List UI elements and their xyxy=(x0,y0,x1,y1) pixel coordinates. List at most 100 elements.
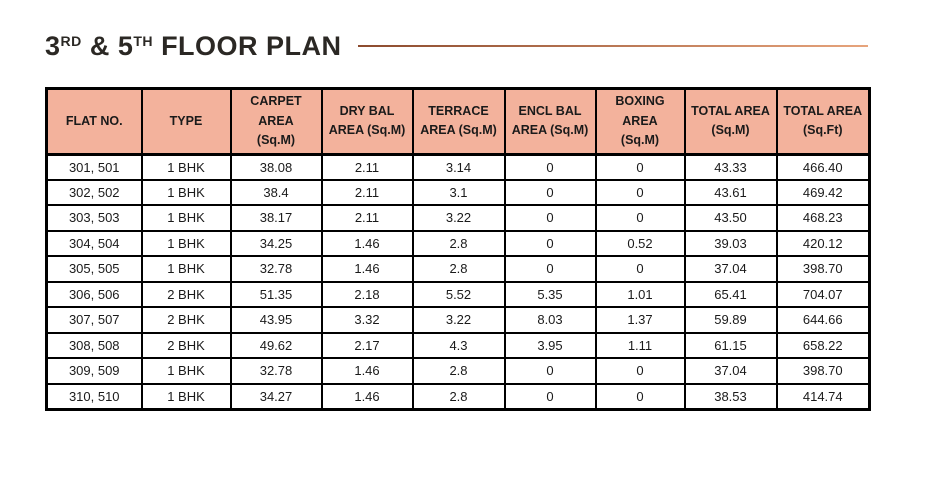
cell-r2-c6: 0 xyxy=(503,178,597,206)
header-row: FLAT NO. TYPE CARPET AREA (Sq.M) DRY BAL AREA… xyxy=(45,87,871,156)
column-header-line1: CARPET AREA xyxy=(250,94,302,128)
cell-r4-c1: 304, 504 xyxy=(45,229,143,257)
cell-r8-c6: 3.95 xyxy=(503,331,597,359)
column-header-line2: (Sq.Ft) xyxy=(802,123,843,138)
column-header-line2: (Sq.M) xyxy=(256,133,296,148)
cell-r4-c4: 1.46 xyxy=(320,229,414,257)
title-superscript-rd: RD xyxy=(60,33,82,50)
cell-r4-c9: 420.12 xyxy=(775,229,871,257)
cell-r1-c7: 0 xyxy=(594,153,686,181)
floor-plan-table: FLAT NO. TYPE CARPET AREA (Sq.M) DRY BAL AREA… xyxy=(45,87,871,411)
cell-r10-c6: 0 xyxy=(503,382,597,410)
table-row-8: 308, 508 2 BHK 49.62 2.17 4.3 3.95 1.11 61.15 65… xyxy=(45,331,871,359)
cell-r6-c5: 5.52 xyxy=(411,280,506,308)
table-row-2: 302, 502 1 BHK 38.4 2.11 3.1 0 0 43.61 469.42 xyxy=(45,178,871,206)
cell-r8-c1: 308, 508 xyxy=(45,331,143,359)
column-header-total-area-sq-m-: TOTAL AREA (Sq.M) xyxy=(683,87,778,156)
table-row-3: 303, 503 1 BHK 38.17 2.11 3.22 0 0 43.50 468.23 xyxy=(45,204,871,232)
cell-r4-c5: 2.8 xyxy=(411,229,506,257)
cell-r6-c2: 2 BHK xyxy=(140,280,232,308)
column-header-line2: AREA (Sq.M) xyxy=(511,123,589,138)
title-part-2: & 5 xyxy=(81,31,134,61)
table-row-10: 310, 510 1 BHK 34.27 1.46 2.8 0 0 38.53 414.74 xyxy=(45,382,871,410)
cell-r10-c9: 414.74 xyxy=(775,382,871,410)
cell-r1-c6: 0 xyxy=(503,153,597,181)
cell-r3-c1: 303, 503 xyxy=(45,204,143,232)
column-header-boxing-area-sq-m-: BOXING AREA (Sq.M) xyxy=(594,87,686,156)
cell-r6-c3: 51.35 xyxy=(229,280,323,308)
title-row: 3RD & 5TH FLOOR PLAN xyxy=(45,30,871,62)
cell-r5-c7: 0 xyxy=(594,255,686,283)
cell-r3-c2: 1 BHK xyxy=(140,204,232,232)
cell-r1-c2: 1 BHK xyxy=(140,153,232,181)
column-header-line1: TERRACE xyxy=(428,104,489,119)
column-header-flat-no-: FLAT NO. xyxy=(45,87,143,156)
column-header-line1: TOTAL AREA xyxy=(691,104,770,119)
cell-r10-c5: 2.8 xyxy=(411,382,506,410)
content-area: 3RD & 5TH FLOOR PLAN FLAT NO. TYPE CARPET … xyxy=(45,30,871,411)
cell-r2-c3: 38.4 xyxy=(229,178,323,206)
column-header-line1: TYPE xyxy=(169,113,203,128)
cell-r7-c5: 3.22 xyxy=(411,306,506,334)
cell-r4-c2: 1 BHK xyxy=(140,229,232,257)
cell-r2-c7: 0 xyxy=(594,178,686,206)
column-header-line1: TOTAL AREA xyxy=(783,104,863,119)
column-header-line2: (Sq.M) xyxy=(620,133,660,148)
column-header-carpet-area-sq-m-: CARPET AREA (Sq.M) xyxy=(229,87,323,156)
cell-r7-c3: 43.95 xyxy=(229,306,323,334)
cell-r7-c8: 59.89 xyxy=(683,306,778,334)
cell-r10-c2: 1 BHK xyxy=(140,382,232,410)
cell-r6-c9: 704.07 xyxy=(775,280,871,308)
title-part-3: FLOOR PLAN xyxy=(153,31,342,61)
table-body: 301, 501 1 BHK 38.08 2.11 3.14 0 0 43.33 466.40 3… xyxy=(45,153,871,410)
cell-r5-c4: 1.46 xyxy=(320,255,414,283)
cell-r6-c4: 2.18 xyxy=(320,280,414,308)
cell-r9-c5: 2.8 xyxy=(411,357,506,385)
cell-r5-c2: 1 BHK xyxy=(140,255,232,283)
cell-r10-c4: 1.46 xyxy=(320,382,414,410)
cell-r7-c7: 1.37 xyxy=(594,306,686,334)
cell-r7-c9: 644.66 xyxy=(775,306,871,334)
cell-r4-c7: 0.52 xyxy=(594,229,686,257)
cell-r1-c4: 2.11 xyxy=(320,153,414,181)
cell-r2-c2: 1 BHK xyxy=(140,178,232,206)
table-row-4: 304, 504 1 BHK 34.25 1.46 2.8 0 0.52 39.03 420.1… xyxy=(45,229,871,257)
table-row-7: 307, 507 2 BHK 43.95 3.32 3.22 8.03 1.37 59.89 6… xyxy=(45,306,871,334)
cell-r3-c9: 468.23 xyxy=(775,204,871,232)
cell-r2-c8: 43.61 xyxy=(683,178,778,206)
cell-r3-c6: 0 xyxy=(503,204,597,232)
cell-r10-c7: 0 xyxy=(594,382,686,410)
table-row-1: 301, 501 1 BHK 38.08 2.11 3.14 0 0 43.33 466.40 xyxy=(45,153,871,181)
cell-r9-c2: 1 BHK xyxy=(140,357,232,385)
column-header-total-area-sq-ft-: TOTAL AREA (Sq.Ft) xyxy=(775,87,871,156)
cell-r6-c8: 65.41 xyxy=(683,280,778,308)
cell-r6-c1: 306, 506 xyxy=(45,280,143,308)
cell-r8-c4: 2.17 xyxy=(320,331,414,359)
cell-r7-c1: 307, 507 xyxy=(45,306,143,334)
cell-r2-c9: 469.42 xyxy=(775,178,871,206)
cell-r3-c8: 43.50 xyxy=(683,204,778,232)
cell-r1-c1: 301, 501 xyxy=(45,153,143,181)
cell-r9-c6: 0 xyxy=(503,357,597,385)
cell-r10-c3: 34.27 xyxy=(229,382,323,410)
cell-r8-c3: 49.62 xyxy=(229,331,323,359)
cell-r2-c1: 302, 502 xyxy=(45,178,143,206)
cell-r8-c9: 658.22 xyxy=(775,331,871,359)
column-header-line1: ENCL BAL xyxy=(518,104,582,119)
page-title: 3RD & 5TH FLOOR PLAN xyxy=(45,30,342,62)
title-part-1: 3 xyxy=(45,31,61,61)
column-header-line1: DRY BAL xyxy=(339,104,395,119)
cell-r4-c3: 34.25 xyxy=(229,229,323,257)
cell-r8-c2: 2 BHK xyxy=(140,331,232,359)
cell-r5-c1: 305, 505 xyxy=(45,255,143,283)
cell-r3-c5: 3.22 xyxy=(411,204,506,232)
table-row-9: 309, 509 1 BHK 32.78 1.46 2.8 0 0 37.04 398.70 xyxy=(45,357,871,385)
cell-r9-c3: 32.78 xyxy=(229,357,323,385)
cell-r10-c8: 38.53 xyxy=(683,382,778,410)
column-header-line1: BOXING AREA xyxy=(615,94,665,128)
column-header-terrace-area-sq-m-: TERRACE AREA (Sq.M) xyxy=(411,87,506,156)
cell-r4-c6: 0 xyxy=(503,229,597,257)
table-row-6: 306, 506 2 BHK 51.35 2.18 5.52 5.35 1.01 65.41 7… xyxy=(45,280,871,308)
cell-r7-c2: 2 BHK xyxy=(140,306,232,334)
